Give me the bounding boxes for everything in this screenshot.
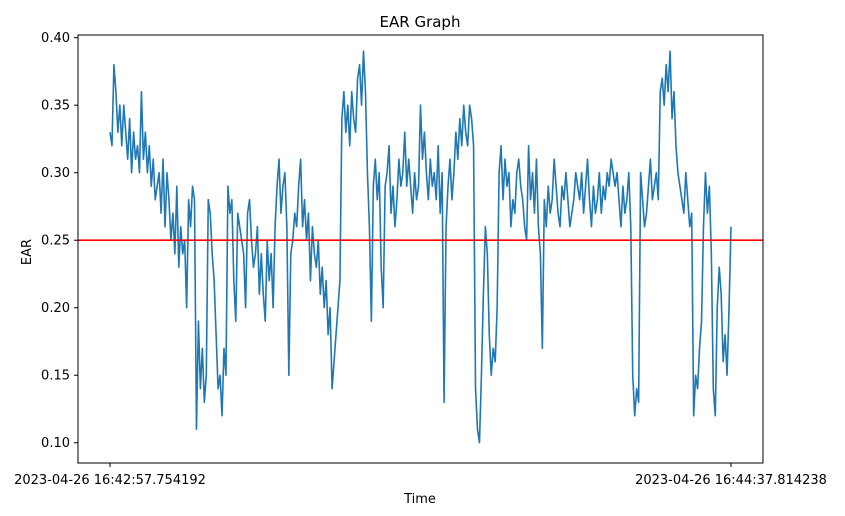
y-tick-label: 0.20 — [41, 301, 70, 316]
y-tick-label: 0.35 — [41, 99, 70, 114]
y-tick-label: 0.40 — [41, 31, 70, 46]
y-axis-title: EAR — [20, 239, 35, 265]
y-tick-label: 0.10 — [41, 436, 70, 451]
y-tick-label: 0.30 — [41, 166, 70, 181]
x-tick-label: 2023-04-26 16:44:37.814238 — [635, 473, 827, 488]
series-line-0 — [109, 50, 732, 444]
axes: 0.10 0.15 0.20 0.25 0.30 0.35 0.40 2023-04-26 1… — [14, 31, 827, 488]
chart-title: EAR Graph — [380, 13, 461, 31]
x-axis-title: Time — [403, 492, 436, 507]
y-tick-label: 0.15 — [41, 369, 70, 384]
x-tick-label: 2023-04-26 16:42:57.754192 — [14, 473, 206, 488]
plot-area — [78, 50, 763, 444]
y-tick-label: 0.25 — [41, 234, 70, 249]
plot-frame — [77, 34, 764, 464]
